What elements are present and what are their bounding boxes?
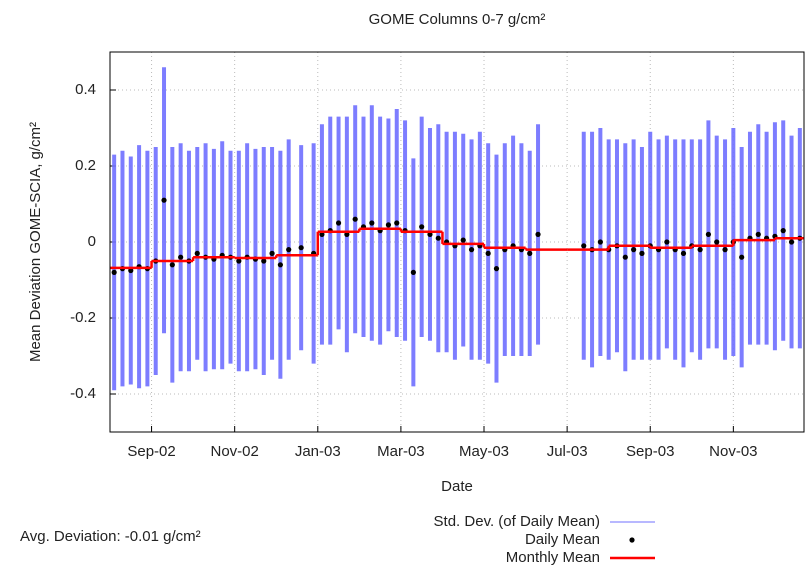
x-tick-label: Jul-03: [547, 443, 588, 460]
y-tick-label: 0.2: [75, 157, 96, 174]
daily-mean-point: [298, 245, 304, 251]
daily-mean-point: [468, 247, 475, 253]
daily-mean-point: [161, 197, 167, 203]
daily-mean-point: [680, 250, 687, 256]
x-tick-label: Nov-03: [709, 443, 757, 460]
daily-mean-point: [664, 239, 670, 245]
legend-label: Daily Mean: [525, 531, 600, 548]
x-tick-label: Mar-03: [377, 443, 425, 460]
x-tick-label: Sep-02: [127, 443, 175, 460]
daily-mean-point: [639, 250, 645, 256]
daily-mean-point: [622, 254, 628, 260]
chart-title: GOME Columns 0-7 g/cm²: [369, 11, 546, 28]
daily-mean-point: [194, 250, 200, 256]
daily-mean-point: [597, 239, 603, 245]
daily-mean-point: [722, 247, 728, 253]
daily-mean-point: [581, 243, 587, 249]
daily-mean-point: [527, 250, 533, 256]
daily-mean-point: [269, 250, 275, 256]
x-tick-label: Nov-02: [210, 443, 258, 460]
daily-mean-point: [755, 231, 761, 237]
daily-mean-point: [128, 267, 134, 274]
daily-mean-point: [236, 258, 242, 264]
y-tick-label: -0.2: [70, 309, 96, 326]
x-tick-label: Sep-03: [626, 443, 674, 460]
daily-mean-point: [277, 262, 283, 268]
daily-mean-point: [739, 254, 745, 260]
plot-frame: [109, 51, 805, 433]
daily-mean-point: [419, 224, 425, 230]
x-tick-label: Jan-03: [295, 443, 341, 460]
daily-mean-point: [286, 247, 292, 253]
daily-mean-point: [535, 231, 541, 237]
annotation: Avg. Deviation: -0.01 g/cm²: [20, 528, 201, 545]
legend-swatch: [629, 537, 635, 543]
daily-mean-point: [352, 216, 358, 222]
y-tick-label: -0.4: [70, 385, 96, 402]
daily-mean-point: [369, 220, 375, 226]
daily-mean-point: [493, 266, 500, 272]
daily-mean-point: [780, 228, 786, 234]
daily-mean-point: [385, 222, 392, 228]
daily-mean-point: [788, 239, 795, 245]
daily-mean-point: [485, 250, 491, 256]
daily-mean-point: [178, 254, 184, 260]
daily-mean-point: [394, 220, 400, 226]
daily-mean-point: [705, 231, 712, 237]
daily-mean-point: [460, 237, 466, 243]
daily-mean-point: [261, 258, 267, 264]
daily-mean-point: [714, 239, 720, 245]
daily-mean-point: [319, 231, 325, 237]
y-tick-label: 0.4: [75, 81, 96, 98]
daily-mean-point: [410, 269, 416, 275]
daily-mean-point: [435, 235, 441, 241]
y-axis-label: Mean Deviation GOME-SCIA, g/cm²: [27, 122, 44, 362]
y-tick-label: 0: [88, 233, 96, 250]
daily-mean-point: [111, 269, 117, 275]
x-tick-label: May-03: [459, 443, 509, 460]
daily-mean-point: [169, 262, 175, 268]
daily-mean-point: [697, 247, 703, 253]
legend-label: Monthly Mean: [506, 549, 600, 566]
legend-label: Std. Dev. (of Daily Mean): [434, 513, 600, 530]
daily-mean-point: [335, 220, 342, 226]
x-axis-label: Date: [441, 478, 473, 495]
daily-mean-point: [344, 231, 350, 237]
daily-mean-point: [427, 231, 433, 237]
daily-mean-point: [631, 247, 637, 253]
